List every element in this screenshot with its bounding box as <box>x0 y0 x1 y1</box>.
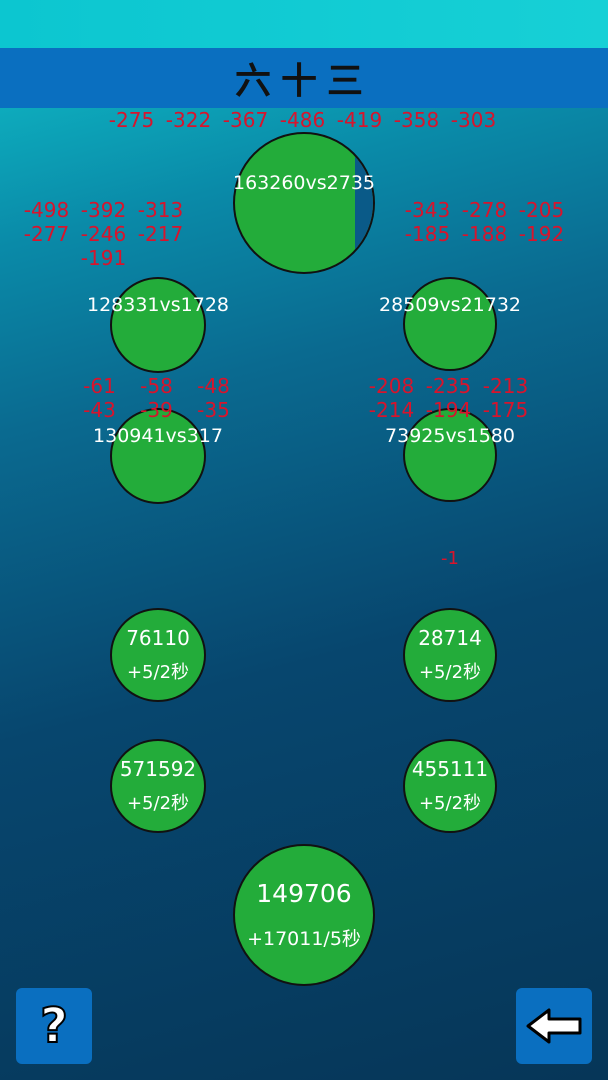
damage-number: -486 <box>279 108 326 132</box>
question-icon: ? <box>39 997 69 1055</box>
damage-number: -246 <box>80 222 127 246</box>
damage-number: -213 <box>482 374 529 398</box>
damage-number: -322 <box>165 108 212 132</box>
damage-number: -358 <box>393 108 440 132</box>
damage-number: -48 <box>197 374 230 398</box>
damage-number: -419 <box>336 108 383 132</box>
battle-label-left-2: 130941vs317 <box>93 425 223 447</box>
page-title: 六十三 <box>234 60 373 102</box>
help-button[interactable]: ? <box>16 988 92 1064</box>
damage-number: -58 <box>140 374 173 398</box>
damage-number: -35 <box>197 398 230 422</box>
damage-number: -343 <box>404 198 451 222</box>
resource-rate: +5/2秒 <box>126 793 190 814</box>
battle-label-right-2: 73925vs1580 <box>385 425 515 447</box>
damage-number: -39 <box>140 398 173 422</box>
battle-circle-right-1[interactable] <box>403 277 497 371</box>
damage-number: -208 <box>368 374 415 398</box>
resource-circle-3[interactable]: 571592 +5/2秒 <box>110 739 206 833</box>
damage-number: -498 <box>23 198 70 222</box>
damage-number: -217 <box>137 222 184 246</box>
main-value: 149706 <box>256 879 352 908</box>
battle-circle-top[interactable] <box>233 132 375 274</box>
damage-number: -205 <box>518 198 565 222</box>
header-bar: 六十三 <box>0 48 608 108</box>
damage-number: -192 <box>518 222 565 246</box>
damage-number: -185 <box>404 222 451 246</box>
damage-number: -275 <box>108 108 155 132</box>
resource-value: 571592 <box>119 757 197 781</box>
main-rate: +17011/5秒 <box>247 928 361 950</box>
resource-circle-1[interactable]: 76110 +5/2秒 <box>110 608 206 702</box>
progress-fill <box>355 134 373 272</box>
damage-number: -277 <box>23 222 70 246</box>
battle-circle-left-2[interactable] <box>110 408 206 504</box>
damage-number: -313 <box>137 198 184 222</box>
damage-number: -43 <box>83 398 116 422</box>
resource-rate: +5/2秒 <box>418 793 482 814</box>
damage-number: -235 <box>425 374 472 398</box>
damage-number: -303 <box>450 108 497 132</box>
damage-number: -367 <box>222 108 269 132</box>
resource-value: 76110 <box>126 626 190 650</box>
damage-number: -191 <box>80 246 127 270</box>
main-resource-circle[interactable]: 149706 +17011/5秒 <box>233 844 375 986</box>
top-band <box>0 0 608 48</box>
back-arrow-icon <box>526 1008 582 1044</box>
battle-label-left-1: 128331vs1728 <box>86 294 230 316</box>
damage-number: -214 <box>368 398 415 422</box>
floating-damage: -1 <box>441 548 459 569</box>
damage-number: -194 <box>425 398 472 422</box>
resource-rate: +5/2秒 <box>418 662 482 683</box>
damage-number: -278 <box>461 198 508 222</box>
battle-label-right-1: 28509vs21732 <box>378 294 522 316</box>
resource-circle-2[interactable]: 28714 +5/2秒 <box>403 608 497 702</box>
damage-number: -188 <box>461 222 508 246</box>
battle-circle-left-1[interactable] <box>110 277 206 373</box>
battle-circle-right-2[interactable] <box>403 408 497 502</box>
resource-circle-4[interactable]: 455111 +5/2秒 <box>403 739 497 833</box>
resource-value: 28714 <box>418 626 482 650</box>
damage-number: -175 <box>482 398 529 422</box>
back-button[interactable] <box>516 988 592 1064</box>
battle-label-top: 163260vs2735 <box>232 172 376 194</box>
resource-rate: +5/2秒 <box>126 662 190 683</box>
damage-number: -61 <box>83 374 116 398</box>
resource-value: 455111 <box>411 757 489 781</box>
damage-number: -392 <box>80 198 127 222</box>
